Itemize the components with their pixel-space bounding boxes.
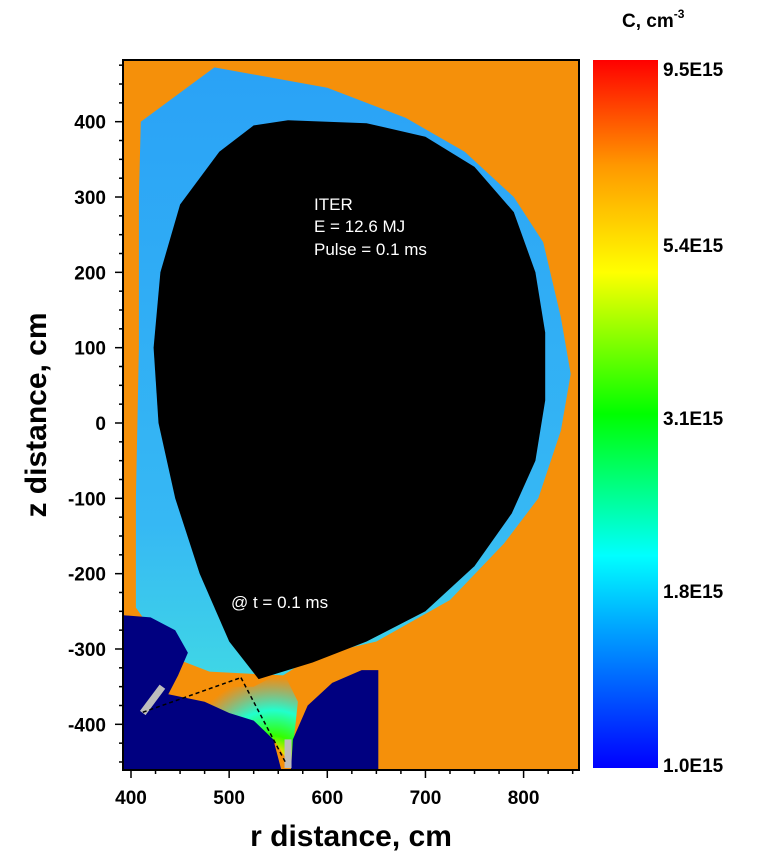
dashed-sightlines bbox=[142, 676, 287, 764]
y-tick-label: 200 bbox=[74, 263, 106, 284]
x-axis-ticks: 400 500 600 700 800 bbox=[115, 770, 574, 809]
dashed-sightline-0 bbox=[142, 676, 242, 713]
divertor-wall-left bbox=[123, 615, 282, 770]
y-tick-label: 300 bbox=[74, 188, 106, 209]
x-tick-label: 800 bbox=[508, 788, 540, 809]
colorbar-tick-4: 1.0E15 bbox=[663, 756, 724, 777]
y-tick-label: -100 bbox=[68, 489, 106, 510]
colorbar-tick-2: 3.1E15 bbox=[663, 409, 724, 430]
y-tick-label: 400 bbox=[74, 113, 106, 134]
y-tick-label: 100 bbox=[74, 339, 106, 360]
colorbar-gradient bbox=[593, 60, 658, 768]
x-tick-label: 600 bbox=[311, 788, 343, 809]
x-tick-label: 400 bbox=[115, 788, 147, 809]
y-axis-ticks: 400 300 200 100 0 -100 -200 -300 -400 bbox=[68, 64, 123, 763]
y-tick-label: 0 bbox=[95, 414, 106, 435]
y-tick-label: -300 bbox=[68, 640, 106, 661]
x-tick-label: 500 bbox=[213, 788, 245, 809]
divertor-hot-spot bbox=[199, 671, 298, 766]
y-axis-title: z distance, cm bbox=[20, 312, 53, 517]
colorbar: C, cm-3 9.5E15 5.4E15 3.1E15 1.8E15 1.0E… bbox=[593, 7, 724, 777]
annotation-energy: E = 12.6 MJ bbox=[314, 217, 405, 236]
y-tick-label: -400 bbox=[68, 715, 106, 736]
divertor-wall-right bbox=[291, 670, 379, 770]
annotation-device: ITER bbox=[314, 195, 353, 214]
annotation-time: @ t = 0.1 ms bbox=[231, 593, 328, 612]
divertor-plate-0 bbox=[139, 684, 166, 716]
colorbar-tick-0: 9.5E15 bbox=[663, 60, 724, 81]
colorbar-tick-1: 5.4E15 bbox=[663, 236, 724, 257]
x-axis-title: r distance, cm bbox=[250, 820, 452, 853]
plot-frame bbox=[122, 59, 580, 771]
x-tick-label: 700 bbox=[410, 788, 442, 809]
divertor-plates bbox=[139, 684, 292, 769]
colorbar-title-exponent: -3 bbox=[674, 7, 685, 21]
dashed-sightline-1 bbox=[240, 677, 287, 764]
colorbar-title: C, cm-3 bbox=[622, 7, 685, 32]
colorbar-title-text: C, cm bbox=[622, 11, 674, 32]
plot-area bbox=[122, 59, 580, 771]
plasma-core bbox=[153, 120, 546, 680]
colorbar-tick-3: 1.8E15 bbox=[663, 582, 724, 603]
y-tick-label: -200 bbox=[68, 565, 106, 586]
annotation-pulse: Pulse = 0.1 ms bbox=[314, 240, 427, 259]
